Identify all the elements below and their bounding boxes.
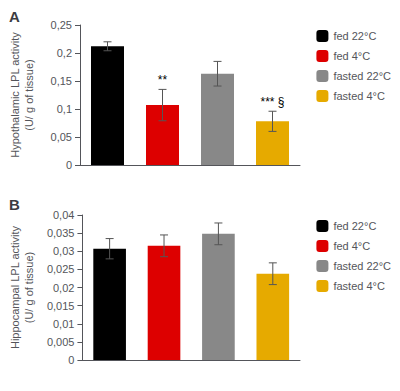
svg-text:fasted 22°C: fasted 22°C [333, 70, 391, 82]
svg-text:0,05: 0,05 [51, 131, 72, 143]
svg-text:fed 4°C: fed 4°C [333, 240, 370, 252]
svg-text:0,025: 0,025 [47, 263, 75, 275]
svg-text:Hippocampal LPL activity: Hippocampal LPL activity [9, 225, 21, 349]
svg-text:0,02: 0,02 [53, 282, 74, 294]
svg-text:Hypothalamic LPL activity: Hypothalamic LPL activity [9, 32, 21, 158]
svg-text:0,03: 0,03 [53, 245, 74, 257]
svg-text:0: 0 [68, 354, 74, 366]
svg-text:(U/ g of tissue): (U/ g of tissue) [23, 59, 35, 131]
svg-text:*** §: *** § [260, 95, 284, 109]
svg-text:0,15: 0,15 [51, 75, 72, 87]
svg-text:0,1: 0,1 [57, 103, 72, 115]
svg-text:**: ** [158, 73, 168, 87]
svg-text:0: 0 [66, 159, 72, 171]
svg-text:(U/ g of tissue): (U/ g of tissue) [23, 252, 35, 324]
svg-text:0,2: 0,2 [57, 47, 72, 59]
svg-text:0,04: 0,04 [53, 209, 74, 221]
svg-text:fasted 4°C: fasted 4°C [333, 90, 385, 102]
svg-text:fed 22°C: fed 22°C [333, 220, 376, 232]
svg-text:0,035: 0,035 [47, 227, 75, 239]
svg-text:A: A [9, 8, 20, 25]
svg-text:fasted 22°C: fasted 22°C [333, 260, 391, 272]
svg-text:fasted 4°C: fasted 4°C [333, 280, 385, 292]
svg-text:0,01: 0,01 [53, 318, 74, 330]
svg-text:fed 22°C: fed 22°C [333, 30, 376, 42]
svg-text:0,25: 0,25 [51, 19, 72, 31]
svg-text:fed 4°C: fed 4°C [333, 50, 370, 62]
svg-text:0,015: 0,015 [47, 300, 75, 312]
svg-text:B: B [9, 196, 20, 213]
svg-text:0,005: 0,005 [47, 336, 75, 348]
